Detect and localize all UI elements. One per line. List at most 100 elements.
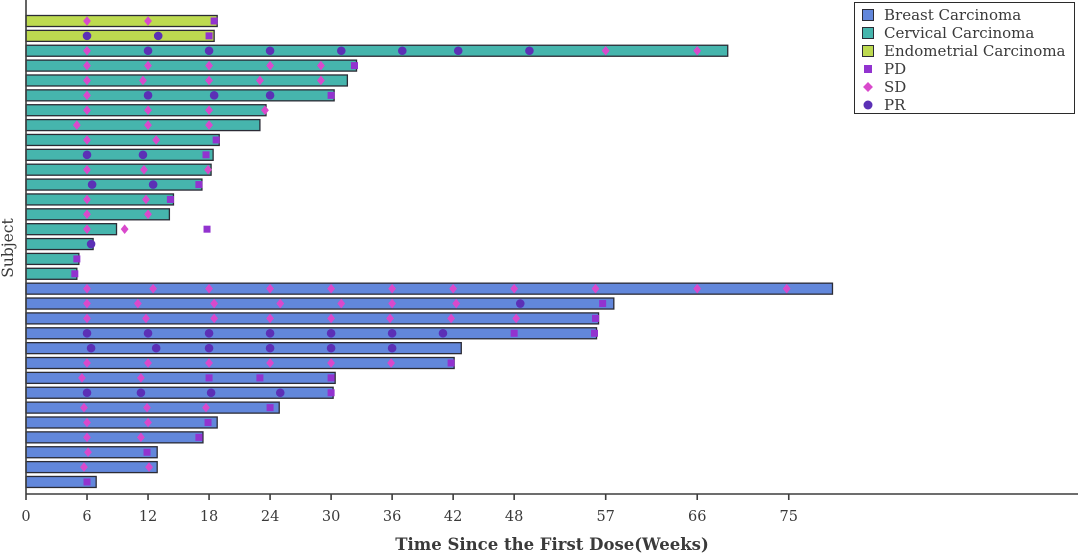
pr-circle-icon	[863, 100, 873, 110]
pr-marker	[397, 46, 407, 56]
sd-marker	[83, 90, 91, 101]
pr-marker	[148, 180, 158, 189]
sd-marker	[83, 135, 91, 145]
sd-marker	[83, 417, 91, 428]
sd-marker	[133, 298, 142, 309]
sd-marker	[693, 283, 702, 294]
pr-marker	[86, 343, 96, 353]
sd-marker	[266, 313, 274, 324]
sd-marker	[137, 373, 145, 383]
pr-marker	[204, 328, 214, 338]
sd-marker	[83, 313, 91, 324]
subject-bar	[25, 282, 834, 295]
x-tick-label: 36	[383, 509, 401, 525]
pd-marker	[327, 91, 335, 99]
subject-bar	[25, 14, 218, 28]
x-tick-label: 42	[444, 509, 462, 525]
sd-marker	[144, 16, 152, 26]
pr-marker	[204, 46, 214, 56]
sd-marker	[388, 298, 397, 309]
pd-marker	[195, 433, 203, 441]
pd-marker	[266, 404, 274, 412]
pd-marker	[256, 374, 264, 382]
x-tick-label: 12	[139, 509, 157, 525]
legend-item-pr: PR	[862, 96, 1068, 114]
x-tick-label: 6	[82, 509, 91, 525]
pr-marker	[138, 150, 148, 160]
sd-marker	[447, 313, 456, 324]
legend-label: SD	[884, 78, 907, 96]
pr-marker	[336, 46, 346, 56]
pr-marker	[206, 388, 216, 398]
sd-marker	[452, 298, 461, 309]
legend-label: PR	[884, 96, 906, 114]
sd-marker	[80, 462, 88, 472]
sd-marker	[140, 164, 148, 175]
pr-marker	[265, 343, 275, 353]
subject-bar	[25, 460, 158, 474]
sd-marker	[83, 194, 91, 205]
sd-marker	[591, 283, 600, 294]
x-tick-label: 75	[780, 509, 798, 525]
pd-marker	[71, 270, 79, 278]
sd-marker	[83, 16, 91, 26]
sd-marker	[144, 60, 152, 71]
sd-marker	[120, 224, 129, 234]
legend-label: Endometrial Carcinoma	[884, 42, 1066, 60]
subject-bar	[25, 267, 78, 280]
legend-item-endometrial: Endometrial Carcinoma	[862, 42, 1068, 60]
x-axis-title: Time Since the First Dose(Weeks)	[395, 535, 709, 554]
pd-marker	[166, 195, 174, 203]
legend: Breast Carcinoma Cervical Carcinoma Endo…	[854, 2, 1075, 114]
legend-item-breast: Breast Carcinoma	[862, 6, 1068, 24]
sd-marker	[83, 298, 91, 309]
sd-marker	[72, 120, 81, 130]
sd-marker	[266, 283, 274, 294]
pr-marker	[387, 328, 397, 338]
sd-marker	[83, 209, 91, 220]
pd-marker	[203, 225, 211, 233]
sd-marker	[143, 402, 151, 413]
pd-marker	[592, 314, 600, 322]
sd-marker	[205, 283, 213, 294]
sd-marker	[276, 298, 285, 309]
pr-marker	[326, 343, 336, 353]
pr-marker	[387, 343, 397, 353]
sd-marker	[144, 358, 152, 368]
pr-marker	[438, 328, 448, 338]
pd-marker	[212, 136, 220, 144]
pd-marker	[205, 374, 213, 382]
pd-square-icon	[864, 65, 872, 73]
pd-marker	[205, 32, 213, 40]
subject-bar	[25, 223, 118, 236]
legend-label: PD	[884, 60, 907, 78]
subject-bar	[25, 371, 336, 385]
x-tick-label: 66	[688, 509, 706, 525]
sd-marker	[142, 194, 150, 205]
pr-marker	[209, 91, 219, 100]
pd-marker	[327, 374, 335, 382]
legend-item-pd: PD	[862, 60, 1068, 78]
pd-marker	[83, 478, 91, 486]
pr-marker	[82, 31, 92, 41]
pd-marker	[591, 329, 599, 337]
subject-bar	[25, 193, 175, 206]
sd-marker	[693, 45, 702, 56]
sd-marker	[256, 75, 264, 86]
sd-marker	[83, 60, 91, 71]
subject-bar	[25, 252, 80, 266]
pr-marker	[453, 46, 463, 56]
sd-marker	[83, 45, 91, 56]
subject-bar	[25, 118, 261, 132]
pr-marker	[86, 239, 96, 249]
subject-bar	[25, 386, 334, 399]
pr-marker	[275, 388, 285, 398]
legend-item-cervical: Cervical Carcinoma	[862, 24, 1068, 42]
pd-marker	[204, 418, 212, 426]
sd-marker	[327, 313, 335, 324]
pr-marker	[326, 328, 336, 338]
pr-marker	[515, 299, 525, 308]
pr-marker	[143, 46, 153, 56]
sd-marker	[317, 60, 325, 71]
